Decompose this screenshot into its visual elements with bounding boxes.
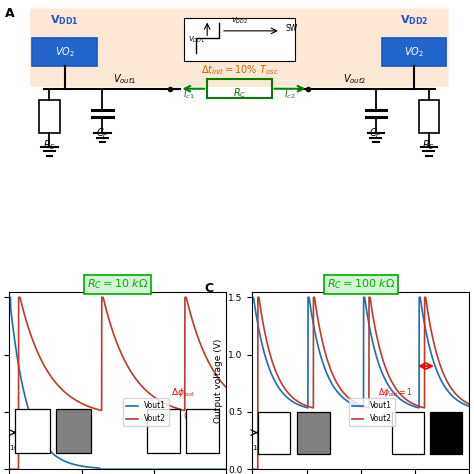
Text: $10\%\ T_{osc}$: $10\%\ T_{osc}$	[9, 444, 42, 454]
Text: $C_P$: $C_P$	[96, 126, 109, 140]
Text: $\Delta\phi_{out} = 1$: $\Delta\phi_{out} = 1$	[378, 386, 413, 399]
Text: $\mathbf{V_{DD1}}$: $\mathbf{V_{DD1}}$	[50, 13, 79, 27]
Bar	[39, 100, 60, 134]
Bar	[382, 38, 446, 66]
Bar	[419, 100, 439, 134]
Bar	[32, 38, 97, 66]
Text: $R_S$: $R_S$	[422, 138, 435, 152]
Text: $\Delta t_{init} = 10\%\ T_{osc}$: $\Delta t_{init} = 10\%\ T_{osc}$	[201, 63, 278, 77]
Text: $V_{DD1}$: $V_{DD1}$	[188, 35, 205, 46]
Text: $C_P$: $C_P$	[370, 126, 383, 140]
FancyBboxPatch shape	[30, 9, 448, 87]
Legend: Vout1, Vout2: Vout1, Vout2	[349, 399, 394, 426]
Text: C: C	[205, 282, 214, 294]
Text: $= 0°$: $= 0°$	[172, 410, 194, 421]
Text: $R_S$: $R_S$	[43, 138, 56, 152]
Text: $R_C$: $R_C$	[233, 87, 246, 100]
Legend: Vout1, Vout2: Vout1, Vout2	[123, 399, 169, 426]
Text: SW: SW	[285, 25, 298, 34]
Bar	[207, 79, 272, 98]
Text: $\Delta\phi_{out}$: $\Delta\phi_{out}$	[171, 386, 195, 399]
Text: $V_{out1}$: $V_{out1}$	[113, 72, 136, 86]
Title: $R_C = 100\ k\Omega$: $R_C = 100\ k\Omega$	[327, 277, 395, 291]
Text: A: A	[5, 7, 15, 19]
Text: $VO_2$: $VO_2$	[55, 46, 74, 59]
Text: $\mathbf{V_{DD2}}$: $\mathbf{V_{DD2}}$	[400, 13, 428, 27]
Text: $I_{c2}$: $I_{c2}$	[284, 88, 296, 100]
Text: $VO_2$: $VO_2$	[404, 46, 424, 59]
Y-axis label: Output voltage (V): Output voltage (V)	[214, 338, 223, 423]
Bar	[184, 18, 294, 61]
Text: $10\%\ T_{osc}$: $10\%\ T_{osc}$	[252, 444, 285, 454]
Text: $V_{DD2}$: $V_{DD2}$	[231, 16, 248, 27]
Title: $R_C = 10\ k\Omega$: $R_C = 10\ k\Omega$	[87, 277, 148, 291]
Text: $I_{c1}$: $I_{c1}$	[183, 88, 195, 100]
Text: $V_{out2}$: $V_{out2}$	[343, 72, 366, 86]
